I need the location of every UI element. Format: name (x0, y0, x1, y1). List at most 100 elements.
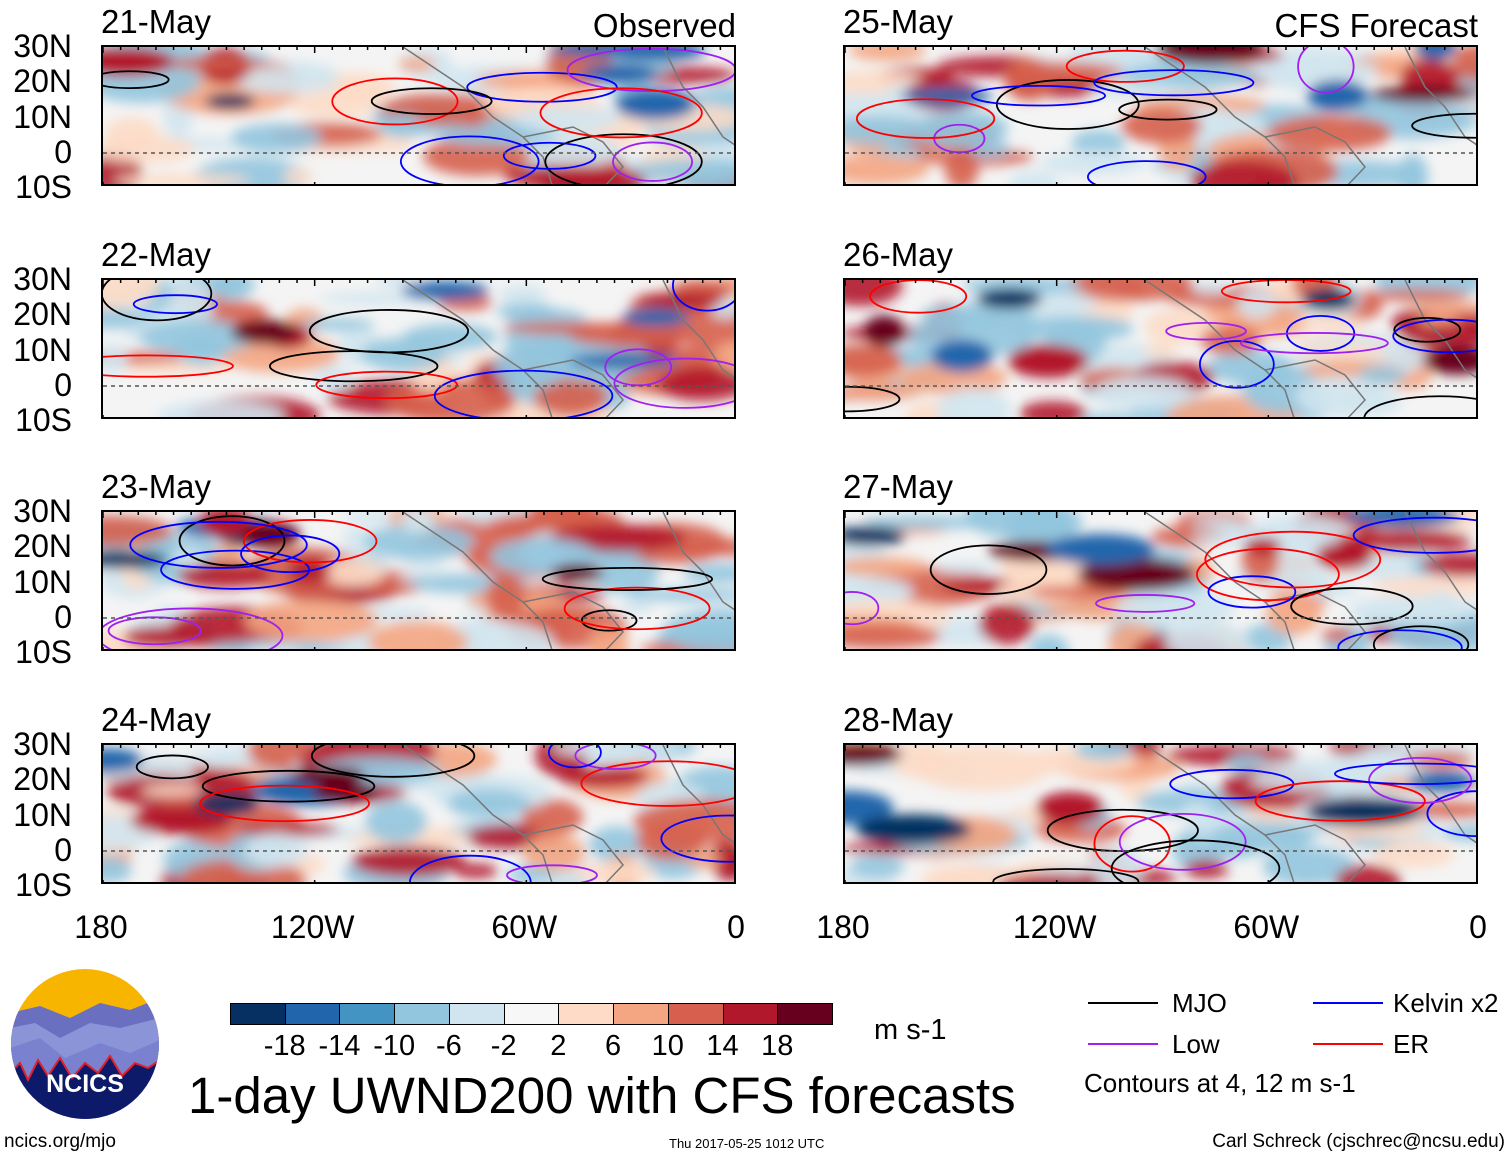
coastline (402, 280, 734, 417)
wave-contour (580, 760, 734, 807)
wind-anomaly-shading (848, 47, 927, 61)
wave-contour (1118, 812, 1247, 871)
wind-anomaly-shading (1080, 413, 1139, 417)
wave-contour (1254, 780, 1426, 822)
wind-anomaly-shading (244, 832, 308, 868)
wave-contour (845, 591, 880, 626)
wind-anomaly-shading (1236, 289, 1277, 319)
wave-contour (370, 87, 493, 115)
wave-contour (539, 87, 703, 139)
wind-anomaly-shading (1369, 86, 1476, 103)
colorbar-label: 2 (550, 1030, 567, 1062)
wave-contour (199, 784, 370, 823)
wind-anomaly-shading (493, 345, 569, 389)
wind-anomaly-shading (889, 745, 949, 778)
colorbar-label: -18 (263, 1030, 306, 1062)
wind-anomaly-shading (103, 135, 196, 164)
wind-anomaly-shading (1189, 160, 1299, 184)
wind-anomaly-shading (283, 168, 314, 184)
longitude-label: 120W (1012, 909, 1097, 945)
wind-anomaly-shading (368, 620, 469, 649)
wind-anomaly-shading (976, 288, 1042, 309)
wind-anomaly-shading (157, 400, 285, 417)
wind-anomaly-shading (123, 625, 204, 649)
wind-anomaly-shading (1249, 767, 1387, 792)
wind-anomaly-shading (1008, 344, 1089, 378)
coastline (1144, 512, 1476, 649)
wave-contour (574, 745, 657, 770)
wind-anomaly-shading (1372, 841, 1455, 868)
wind-anomaly-shading (502, 321, 627, 335)
colorbar-swatch (448, 1003, 505, 1025)
colorbar-label: -14 (318, 1030, 361, 1062)
panel-date-label: 22-May (101, 236, 212, 273)
wind-anomaly-shading (1295, 375, 1386, 417)
wind-anomaly-shading (1036, 792, 1104, 825)
wind-anomaly-shading (245, 643, 300, 649)
wind-anomaly-shading (301, 318, 375, 331)
wind-anomaly-shading (447, 788, 531, 819)
wind-anomaly-shading (350, 85, 381, 98)
wind-anomaly-shading (944, 147, 979, 184)
wave-contour (1337, 629, 1463, 649)
wind-anomaly-shading (351, 845, 466, 878)
colorbar-label: 18 (761, 1030, 794, 1062)
latitude-label: 10S (15, 634, 72, 670)
longitude-label: 60W (1233, 909, 1300, 945)
map-panel (843, 743, 1478, 884)
wind-anomaly-shading (1371, 576, 1476, 597)
wind-anomaly-shading (103, 856, 132, 882)
wave-contour (1110, 839, 1281, 882)
wind-anomaly-shading (845, 790, 894, 825)
latitude-label: 20N (13, 528, 72, 565)
coastline (1144, 745, 1476, 882)
latitude-label: 0 (54, 598, 72, 635)
wave-contour (660, 814, 734, 863)
latitude-label: 20N (13, 63, 72, 100)
wind-anomaly-shading (362, 524, 475, 560)
wave-contour (399, 135, 540, 184)
logo-text: NCICS (46, 1070, 124, 1098)
wave-contour (541, 566, 714, 591)
wind-anomaly-shading (569, 353, 680, 369)
wind-anomaly-shading (1306, 797, 1421, 827)
wave-contour (310, 745, 476, 778)
wave-contour (855, 98, 996, 139)
legend-label-kelvin: Kelvin x2 (1393, 988, 1499, 1018)
wind-anomaly-shading (900, 87, 993, 105)
wave-contour (992, 868, 1140, 882)
coastline (402, 512, 734, 649)
wave-contour (1393, 316, 1462, 343)
wave-contour (1426, 790, 1476, 838)
longitude-label: 180 (74, 909, 128, 945)
colorbar-label: 10 (651, 1030, 684, 1062)
wave-contour (971, 84, 1107, 107)
wind-anomaly-shading (453, 618, 507, 635)
wave-contour (466, 71, 618, 103)
wind-anomaly-shading (236, 823, 340, 837)
wave-contour (580, 609, 638, 632)
wind-anomaly-shading (845, 623, 941, 649)
wind-anomaly-shading (1183, 859, 1229, 879)
footer-url[interactable]: ncics.org/mjo (4, 1131, 116, 1152)
wind-anomaly-shading (1421, 552, 1476, 577)
wave-contour (566, 47, 734, 93)
legend-label-low: Low (1172, 1029, 1220, 1059)
wind-anomaly-shading (1091, 375, 1192, 411)
wind-anomaly-shading (103, 515, 173, 547)
wave-contour (612, 141, 693, 182)
panel-date-label: 27-May (843, 468, 954, 505)
wind-anomaly-shading (1002, 522, 1041, 542)
coastline (402, 47, 734, 184)
colorbar-label: 14 (706, 1030, 739, 1062)
wind-anomaly-shading (845, 575, 914, 608)
wind-anomaly-shading (486, 574, 526, 621)
wave-contour (103, 607, 284, 649)
wave-contour (103, 280, 213, 322)
latitude-label: 0 (54, 831, 72, 868)
wind-anomaly-shading (1347, 595, 1476, 624)
latitude-label: 20N (13, 761, 72, 798)
legend-label-mjo: MJO (1172, 988, 1227, 1018)
latitude-label: 10N (13, 796, 72, 833)
wind-anomaly-shading (1207, 821, 1316, 852)
